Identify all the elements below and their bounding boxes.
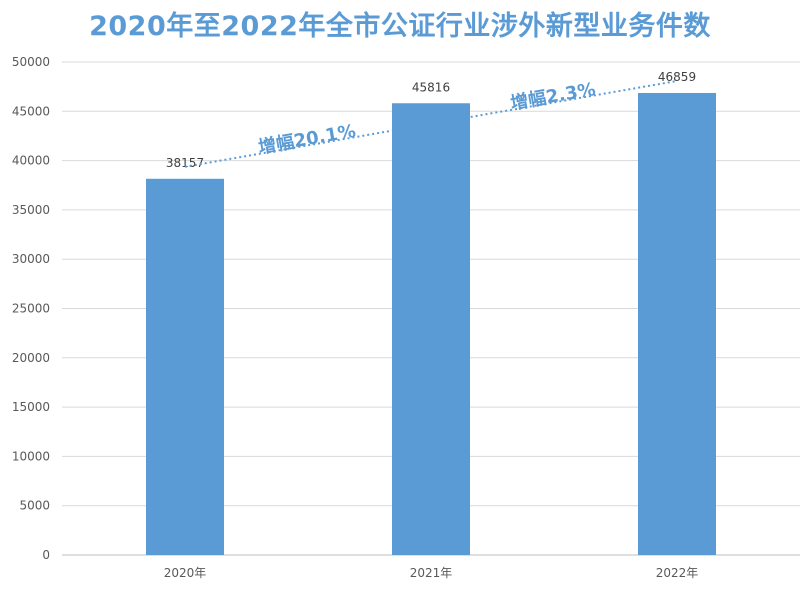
data-label: 45816: [412, 80, 450, 94]
bar: [392, 103, 470, 555]
y-tick-label: 45000: [12, 104, 50, 118]
y-tick-label: 25000: [12, 302, 50, 316]
y-tick-label: 35000: [12, 203, 50, 217]
data-label: 38157: [166, 156, 204, 170]
bar: [146, 178, 224, 555]
x-tick-label: 2021年: [410, 566, 453, 580]
y-tick-label: 40000: [12, 154, 50, 168]
chart-title: 2020年至2022年全市公证行业涉外新型业务件数: [89, 11, 711, 42]
bar: [638, 92, 716, 555]
y-tick-label: 5000: [19, 499, 50, 513]
data-label: 46859: [658, 70, 696, 84]
trend-line: [184, 79, 678, 168]
x-tick-label: 2020年: [164, 566, 207, 580]
growth-annotation: 增幅20.1%: [257, 120, 358, 159]
y-tick-label: 20000: [12, 351, 50, 365]
x-tick-label: 2022年: [656, 566, 699, 580]
growth-annotation: 增幅2.3%: [509, 78, 597, 114]
y-tick-label: 15000: [12, 400, 50, 414]
y-tick-label: 10000: [12, 449, 50, 463]
y-tick-label: 30000: [12, 252, 50, 266]
y-tick-label: 50000: [12, 55, 50, 69]
y-tick-label: 0: [42, 548, 50, 562]
